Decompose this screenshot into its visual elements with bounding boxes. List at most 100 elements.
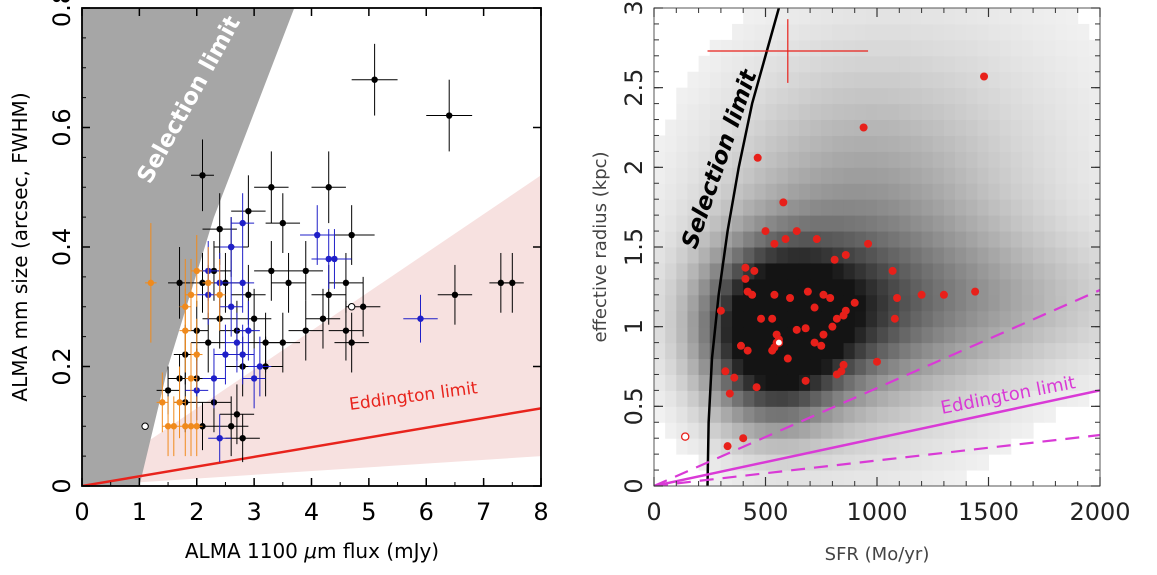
density-cell xyxy=(810,39,822,57)
y-tick-label: 0.5 xyxy=(620,387,648,425)
density-cell xyxy=(1010,310,1023,328)
density-cell xyxy=(776,103,789,121)
density-cell xyxy=(932,231,945,248)
data-point-orange xyxy=(202,247,214,319)
density-cell xyxy=(1088,183,1100,200)
density-cell xyxy=(743,278,755,296)
density-cell xyxy=(798,294,811,312)
density-cell xyxy=(698,390,711,407)
left-chart-points xyxy=(141,43,524,463)
density-cell xyxy=(966,390,978,407)
density-cell xyxy=(977,454,989,471)
density-cell xyxy=(899,183,911,200)
point-marker xyxy=(182,327,189,334)
data-point-orange xyxy=(191,235,203,307)
point-marker xyxy=(245,327,252,334)
density-cell xyxy=(1055,8,1068,25)
density-cell xyxy=(687,87,700,105)
density-cell xyxy=(754,39,766,57)
density-cell xyxy=(843,406,856,423)
density-cell xyxy=(654,262,666,280)
density-cell xyxy=(743,103,755,121)
density-cell xyxy=(821,390,833,407)
data-point xyxy=(850,298,859,307)
density-cell xyxy=(821,23,833,41)
data-point xyxy=(757,314,766,323)
density-cell xyxy=(955,135,967,152)
density-cell xyxy=(921,231,934,248)
data-point xyxy=(812,235,821,244)
density-cell xyxy=(709,358,722,375)
density-cell xyxy=(698,119,711,136)
density-cell xyxy=(955,231,967,248)
density-cell xyxy=(999,294,1012,312)
density-cell xyxy=(776,374,789,391)
density-cell xyxy=(1055,39,1068,57)
density-cell xyxy=(1010,390,1023,407)
density-cell xyxy=(732,247,744,264)
density-cell xyxy=(910,215,923,232)
density-cell xyxy=(888,183,900,200)
density-cell xyxy=(1077,71,1090,89)
density-cell xyxy=(1044,8,1056,25)
density-cell xyxy=(687,167,700,184)
density-cell xyxy=(754,215,766,232)
point-marker xyxy=(451,291,459,298)
density-cell xyxy=(709,422,722,439)
density-cell xyxy=(810,454,822,471)
density-cell xyxy=(943,167,956,184)
density-cell xyxy=(754,103,766,121)
right-chart-lines xyxy=(654,8,1100,486)
density-cell xyxy=(810,87,822,105)
density-cell xyxy=(765,278,778,296)
density-cell xyxy=(1010,135,1023,152)
density-cell xyxy=(888,342,900,360)
density-cell xyxy=(955,374,967,391)
density-cell xyxy=(999,39,1012,57)
density-cell xyxy=(899,103,911,121)
density-cell xyxy=(832,358,845,375)
density-cell xyxy=(787,374,800,391)
density-cell xyxy=(765,135,778,152)
density-cell xyxy=(832,390,845,407)
density-cell xyxy=(955,247,967,264)
density-cell xyxy=(709,438,722,455)
density-cell xyxy=(888,438,900,455)
density-cell xyxy=(821,183,833,200)
density-cell xyxy=(754,262,766,280)
density-cell xyxy=(1044,23,1056,41)
point-marker xyxy=(359,303,367,310)
density-cell xyxy=(720,294,733,312)
density-cell xyxy=(810,55,822,73)
density-cell xyxy=(1033,39,1045,57)
density-cell xyxy=(787,342,800,360)
density-cell xyxy=(988,422,1001,439)
density-cell xyxy=(1021,23,1034,41)
density-cell xyxy=(1010,8,1023,25)
density-cell xyxy=(899,438,911,455)
point-marker xyxy=(314,231,321,239)
data-point xyxy=(743,346,752,355)
density-cell xyxy=(966,151,978,168)
density-cell xyxy=(1010,342,1023,360)
density-cell xyxy=(888,454,900,471)
density-cell xyxy=(709,39,722,57)
density-cell xyxy=(709,454,722,471)
data-point xyxy=(741,274,750,283)
density-cell xyxy=(988,119,1001,136)
density-cell xyxy=(843,151,856,168)
density-cell xyxy=(888,278,900,296)
density-cell xyxy=(810,422,822,439)
density-cell xyxy=(821,103,833,121)
density-cell xyxy=(1088,215,1100,232)
density-cell xyxy=(798,199,811,216)
density-cell xyxy=(665,358,677,375)
density-cell xyxy=(899,422,911,439)
density-cell xyxy=(943,454,956,471)
density-cell xyxy=(698,358,711,375)
density-cell xyxy=(988,167,1001,184)
density-cell xyxy=(865,390,878,407)
density-cell xyxy=(1033,87,1045,105)
density-cell xyxy=(787,8,800,25)
right-x-axis-label: SFR (Mo/yr) xyxy=(825,544,930,565)
